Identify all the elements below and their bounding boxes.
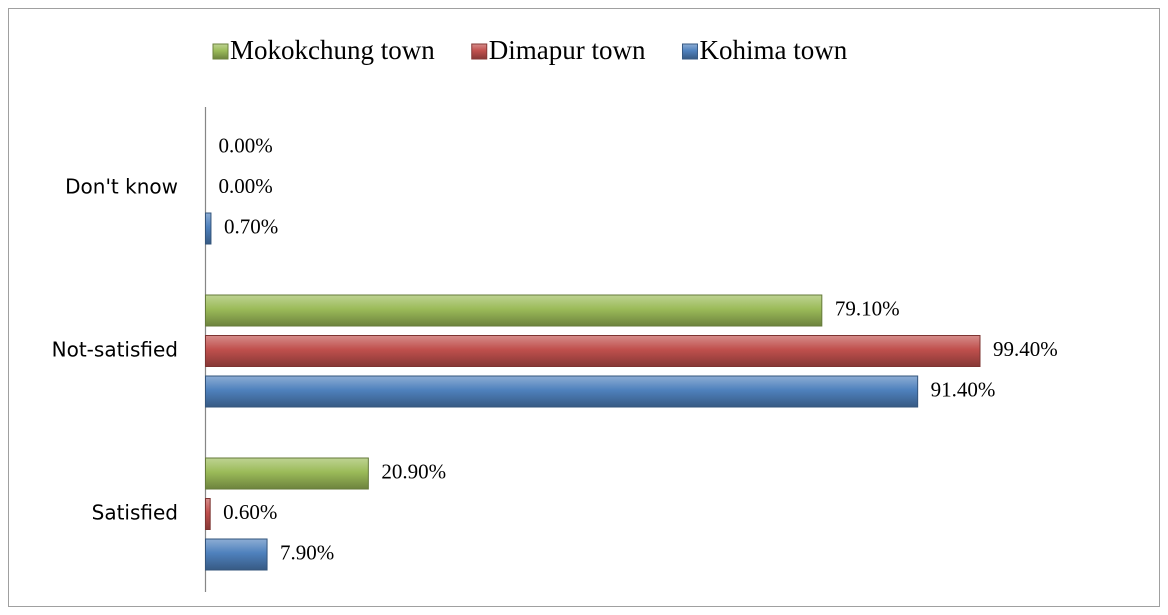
legend-label: Mokokchung town bbox=[230, 35, 435, 65]
legend-swatch bbox=[471, 43, 488, 60]
value-label: 91.40% bbox=[931, 377, 996, 401]
category-label: Not-satisfied bbox=[52, 338, 178, 362]
bar bbox=[205, 375, 919, 408]
value-label: 7.90% bbox=[280, 540, 334, 564]
value-label: 0.00% bbox=[219, 133, 273, 157]
value-label: 0.70% bbox=[224, 214, 278, 238]
bar bbox=[205, 294, 823, 327]
legend-label: Dimapur town bbox=[489, 35, 646, 65]
legend-label: Kohima town bbox=[699, 35, 847, 65]
value-label: 0.60% bbox=[223, 500, 277, 524]
legend-swatch bbox=[212, 43, 229, 60]
bar bbox=[205, 457, 369, 490]
bar bbox=[205, 212, 212, 245]
bar bbox=[205, 498, 211, 530]
bar bbox=[205, 335, 981, 367]
category-label: Don't know bbox=[65, 175, 178, 199]
value-label: 20.90% bbox=[381, 459, 446, 483]
value-label: 99.40% bbox=[993, 337, 1058, 361]
value-label: 0.00% bbox=[219, 174, 273, 198]
legend-swatch bbox=[681, 43, 698, 60]
value-label: 79.10% bbox=[835, 296, 900, 320]
bar bbox=[205, 538, 268, 571]
category-label: Satisfied bbox=[92, 501, 178, 525]
